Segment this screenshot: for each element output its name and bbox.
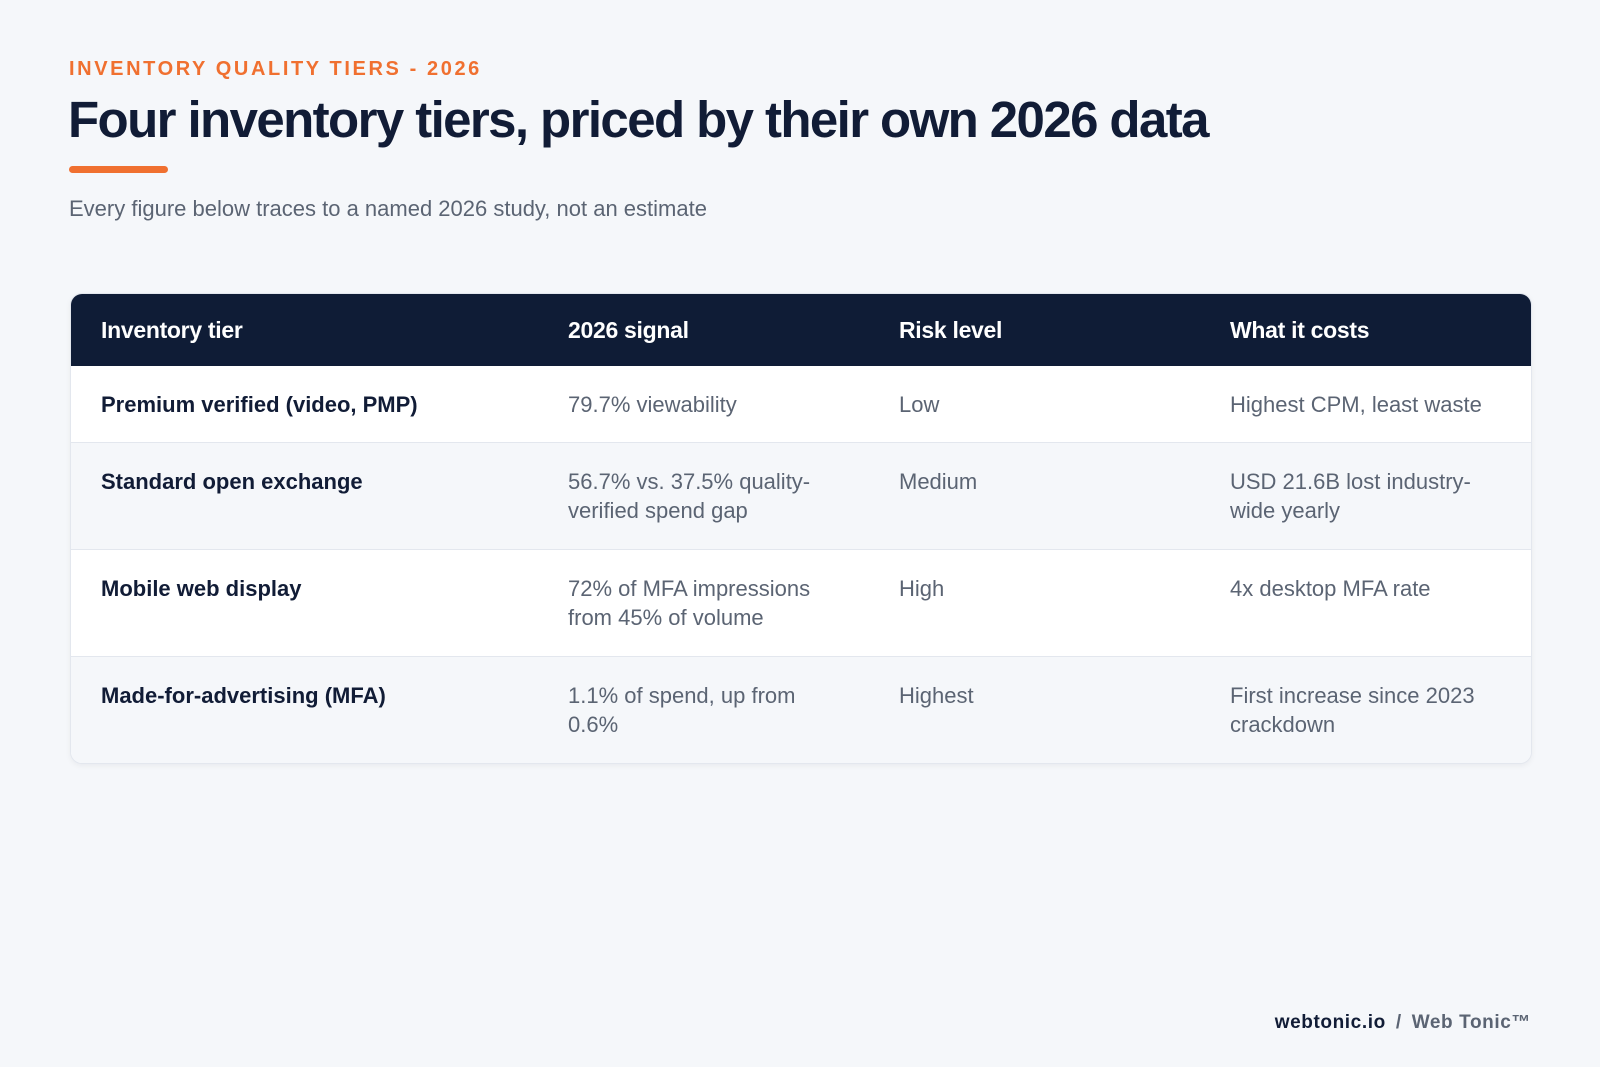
signal-cell: 56.7% vs. 37.5% quality-verified spend g… (568, 469, 811, 523)
column-header-risk-level: Risk level (899, 316, 1003, 343)
table-row: Mobile web display 72% of MFA impression… (71, 549, 1531, 657)
cost-cell: USD 21.6B lost industry-wide yearly (1230, 469, 1471, 523)
eyebrow-label: INVENTORY QUALITY TIERS - 2026 (69, 58, 482, 80)
risk-cell: Medium (899, 469, 978, 494)
inventory-tiers-table-card: Inventory tier 2026 signal Risk level Wh… (70, 293, 1532, 764)
table-header-row: Inventory tier 2026 signal Risk level Wh… (71, 294, 1531, 366)
table-row: Premium verified (video, PMP) 79.7% view… (71, 366, 1531, 443)
signal-cell: 72% of MFA impressions from 45% of volum… (568, 576, 811, 630)
signal-cell: 1.1% of spend, up from 0.6% (568, 683, 796, 737)
tier-cell: Mobile web display (101, 576, 302, 601)
signal-cell: 79.7% viewability (568, 392, 737, 417)
table-header: Inventory tier 2026 signal Risk level Wh… (71, 294, 1531, 366)
footer-separator: / (1395, 1012, 1402, 1033)
risk-cell: Low (899, 392, 940, 417)
column-header-what-it-costs: What it costs (1230, 316, 1370, 343)
footer-credit: webtonic.io / Web Tonic™ (1275, 1012, 1531, 1034)
inventory-tiers-table: Inventory tier 2026 signal Risk level Wh… (71, 294, 1531, 763)
footer-site-link[interactable]: webtonic.io (1274, 1012, 1386, 1033)
title-underline-accent (69, 166, 168, 173)
risk-cell: Highest (899, 683, 974, 708)
cost-cell: Highest CPM, least waste (1230, 392, 1482, 417)
column-header-inventory-tier: Inventory tier (101, 316, 243, 343)
cost-cell: First increase since 2023 crackdown (1230, 683, 1475, 737)
tier-cell: Standard open exchange (101, 469, 363, 494)
risk-cell: High (899, 576, 945, 601)
footer-brand: Web Tonic™ (1411, 1012, 1531, 1033)
cost-cell: 4x desktop MFA rate (1230, 576, 1431, 601)
table-body: Premium verified (video, PMP) 79.7% view… (71, 366, 1531, 763)
page-subtitle: Every figure below traces to a named 202… (69, 196, 707, 221)
tier-cell: Made-for-advertising (MFA) (101, 683, 386, 708)
page-title: Four inventory tiers, priced by their ow… (68, 91, 1209, 148)
table-row: Made-for-advertising (MFA) 1.1% of spend… (71, 656, 1531, 763)
tier-cell: Premium verified (video, PMP) (101, 392, 418, 417)
column-header-signal: 2026 signal (568, 316, 689, 343)
table-row: Standard open exchange 56.7% vs. 37.5% q… (71, 442, 1531, 550)
